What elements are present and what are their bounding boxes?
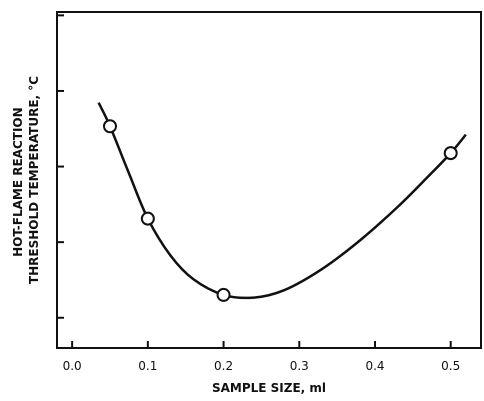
data-point-marker bbox=[140, 211, 155, 226]
x-tick-label: 0.3 bbox=[290, 359, 309, 373]
x-tick-label: 0.4 bbox=[365, 359, 384, 373]
data-point-marker bbox=[216, 287, 231, 302]
x-tick-label: 0.2 bbox=[214, 359, 233, 373]
x-tick-label: 0.1 bbox=[138, 359, 157, 373]
x-axis-title: SAMPLE SIZE, ml bbox=[212, 381, 326, 395]
data-points bbox=[103, 119, 458, 302]
x-tick-label: 0.0 bbox=[63, 359, 82, 373]
plot-frame bbox=[56, 11, 482, 349]
x-tick-label: 0.5 bbox=[441, 359, 460, 373]
y-axis-title-line-1: HOT-FLAME REACTION bbox=[11, 107, 25, 257]
data-point-marker bbox=[103, 119, 117, 134]
x-axis-ticks: 0.0 0.1 0.2 0.3 0.4 0.5 bbox=[63, 341, 460, 373]
y-axis-title: HOT-FLAME REACTION THRESHOLD TEMPERATURE… bbox=[11, 76, 41, 284]
y-axis-title-line-2: THRESHOLD TEMPERATURE, °C bbox=[27, 76, 41, 284]
data-point-marker bbox=[443, 146, 458, 161]
y-axis-ticks bbox=[57, 14, 64, 319]
fitted-curve bbox=[97, 102, 467, 300]
